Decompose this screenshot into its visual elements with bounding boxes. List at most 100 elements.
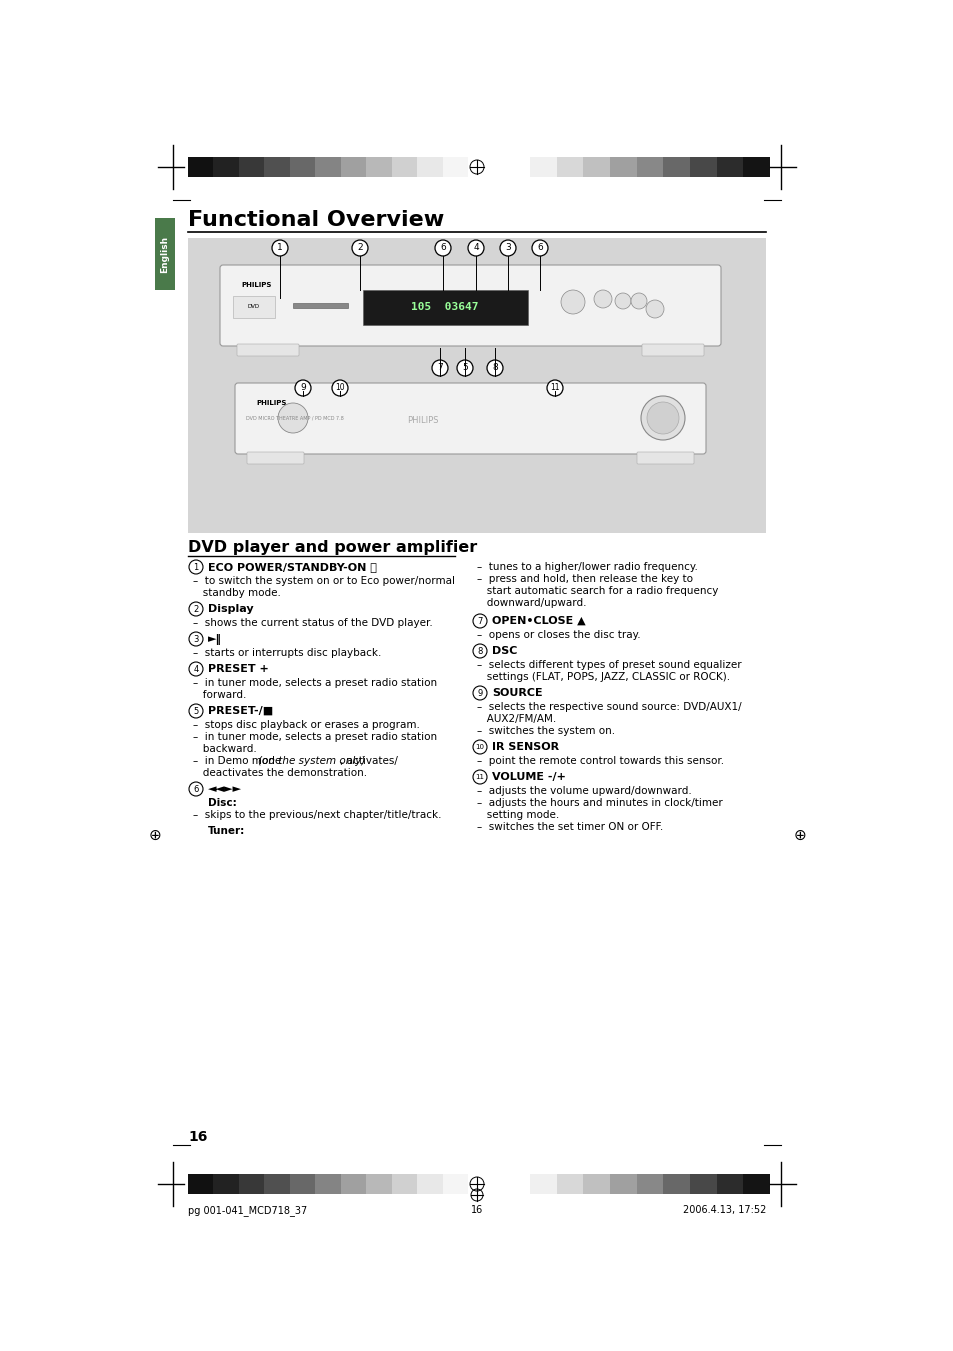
- Text: Display: Display: [208, 604, 253, 613]
- Bar: [340, 1174, 366, 1194]
- Bar: [290, 157, 314, 177]
- Circle shape: [646, 403, 679, 434]
- Circle shape: [435, 240, 451, 255]
- Circle shape: [473, 644, 486, 658]
- Bar: [363, 290, 527, 326]
- Text: –  tunes to a higher/lower radio frequency.: – tunes to a higher/lower radio frequenc…: [476, 562, 698, 571]
- Text: –  point the remote control towards this sensor.: – point the remote control towards this …: [476, 757, 723, 766]
- Bar: [689, 1174, 716, 1194]
- Text: –  in tuner mode, selects a preset radio station: – in tuner mode, selects a preset radio …: [193, 732, 436, 742]
- Bar: [264, 1174, 290, 1194]
- Bar: [689, 157, 716, 177]
- Text: SOURCE: SOURCE: [492, 688, 542, 698]
- Bar: [557, 1174, 582, 1194]
- Text: 1: 1: [193, 562, 198, 571]
- Text: –  in Demo mode: – in Demo mode: [193, 757, 284, 766]
- Bar: [442, 1174, 468, 1194]
- Circle shape: [645, 300, 663, 317]
- Text: backward.: backward.: [193, 744, 256, 754]
- Text: 9: 9: [300, 384, 306, 393]
- Text: English: English: [160, 235, 170, 273]
- Bar: [238, 1174, 264, 1194]
- Circle shape: [499, 240, 516, 255]
- Circle shape: [189, 662, 203, 676]
- Bar: [530, 1174, 557, 1194]
- Text: downward/upward.: downward/upward.: [476, 598, 586, 608]
- Text: 16: 16: [471, 1205, 482, 1215]
- Bar: [314, 1174, 340, 1194]
- Bar: [213, 157, 238, 177]
- Circle shape: [594, 290, 612, 308]
- Circle shape: [332, 380, 348, 396]
- Circle shape: [189, 632, 203, 646]
- Bar: [416, 157, 442, 177]
- Text: –  stops disc playback or erases a program.: – stops disc playback or erases a progra…: [193, 720, 419, 730]
- Bar: [609, 157, 636, 177]
- Bar: [366, 1174, 392, 1194]
- Text: 3: 3: [504, 243, 511, 253]
- Bar: [392, 1174, 416, 1194]
- Text: 2006.4.13, 17:52: 2006.4.13, 17:52: [682, 1205, 765, 1215]
- Text: 2: 2: [193, 604, 198, 613]
- Bar: [188, 1174, 213, 1194]
- Circle shape: [189, 782, 203, 796]
- Bar: [264, 157, 290, 177]
- Bar: [290, 1174, 314, 1194]
- Text: 5: 5: [193, 707, 198, 716]
- Text: 9: 9: [476, 689, 482, 697]
- Text: start automatic search for a radio frequency: start automatic search for a radio frequ…: [476, 586, 718, 596]
- Circle shape: [473, 686, 486, 700]
- Text: OPEN•CLOSE ▲: OPEN•CLOSE ▲: [492, 616, 585, 626]
- Text: 11: 11: [475, 774, 484, 780]
- Bar: [392, 157, 416, 177]
- Text: –  selects different types of preset sound equalizer: – selects different types of preset soun…: [476, 661, 740, 670]
- Circle shape: [189, 704, 203, 717]
- Text: 11: 11: [550, 384, 559, 393]
- Text: ⊕: ⊕: [793, 828, 805, 843]
- Circle shape: [189, 603, 203, 616]
- Circle shape: [352, 240, 368, 255]
- Bar: [416, 1174, 442, 1194]
- Bar: [213, 1174, 238, 1194]
- Text: 10: 10: [475, 744, 484, 750]
- Text: 5: 5: [461, 363, 467, 373]
- Bar: [609, 1174, 636, 1194]
- Text: settings (FLAT, POPS, JAZZ, CLASSIC or ROCK).: settings (FLAT, POPS, JAZZ, CLASSIC or R…: [476, 671, 729, 682]
- Text: IR SENSOR: IR SENSOR: [492, 742, 558, 753]
- Text: 105  03647: 105 03647: [411, 303, 478, 312]
- Text: –  starts or interrupts disc playback.: – starts or interrupts disc playback.: [193, 648, 381, 658]
- Text: Disc:: Disc:: [208, 798, 236, 808]
- FancyBboxPatch shape: [637, 453, 693, 463]
- Text: deactivates the demonstration.: deactivates the demonstration.: [193, 767, 367, 778]
- Bar: [530, 157, 557, 177]
- Text: –  adjusts the volume upward/downward.: – adjusts the volume upward/downward.: [476, 786, 691, 796]
- Text: DVD MICRO THEATRE AMP / PD MCD 7.8: DVD MICRO THEATRE AMP / PD MCD 7.8: [246, 416, 343, 422]
- Circle shape: [560, 290, 584, 313]
- Text: 4: 4: [193, 665, 198, 674]
- Text: DVD: DVD: [248, 304, 260, 309]
- Text: –  switches the set timer ON or OFF.: – switches the set timer ON or OFF.: [476, 821, 662, 832]
- Text: standby mode.: standby mode.: [193, 588, 280, 598]
- Text: Functional Overview: Functional Overview: [188, 209, 444, 230]
- FancyBboxPatch shape: [234, 382, 705, 454]
- Circle shape: [432, 359, 448, 376]
- Circle shape: [456, 359, 473, 376]
- Text: 7: 7: [436, 363, 442, 373]
- Bar: [293, 303, 348, 308]
- Text: 1: 1: [276, 243, 283, 253]
- Text: PHILIPS: PHILIPS: [407, 416, 438, 426]
- Circle shape: [486, 359, 502, 376]
- Text: 6: 6: [537, 243, 542, 253]
- Text: –  selects the respective sound source: DVD/AUX1/: – selects the respective sound source: D…: [476, 703, 740, 712]
- Text: PHILIPS: PHILIPS: [241, 282, 271, 288]
- Bar: [188, 238, 765, 534]
- Bar: [716, 157, 742, 177]
- Circle shape: [615, 293, 630, 309]
- Bar: [366, 157, 392, 177]
- Bar: [442, 157, 468, 177]
- Text: PHILIPS: PHILIPS: [255, 400, 286, 407]
- FancyBboxPatch shape: [220, 265, 720, 346]
- Text: ⊕: ⊕: [149, 828, 161, 843]
- Text: 6: 6: [439, 243, 445, 253]
- Text: 8: 8: [476, 647, 482, 655]
